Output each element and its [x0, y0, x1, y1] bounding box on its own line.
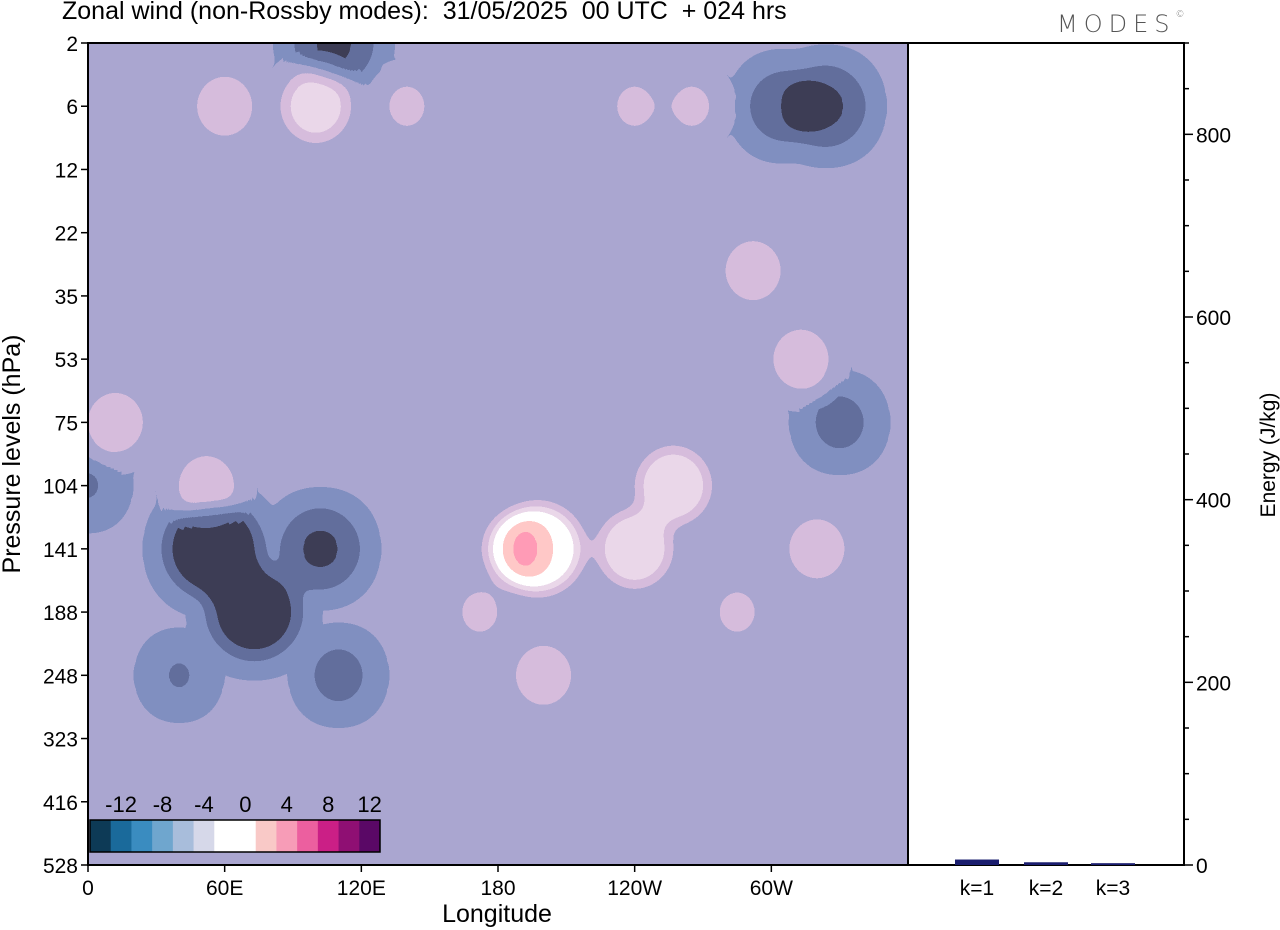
energy-tick-label: 200: [1196, 672, 1231, 695]
wind-anomaly: [308, 643, 369, 708]
x-tick-label: 120E: [337, 877, 386, 900]
energy-bars: k=1 k=2 k=3: [955, 859, 1135, 900]
zonal-wind-field: [88, 43, 908, 865]
logo-mark: ©: [1175, 10, 1185, 20]
wind-anomaly: [513, 643, 574, 708]
wind-anomaly: [88, 457, 114, 514]
energy-category-label: k=2: [1029, 877, 1063, 900]
colorbar-swatch: [90, 820, 112, 852]
wind-anomaly: [153, 647, 205, 704]
colorbar-swatch: [317, 820, 340, 852]
energy-tick-label: 400: [1196, 490, 1231, 513]
y-tick-label: 2: [66, 33, 78, 56]
energy-bar: [1091, 863, 1135, 865]
colorbar-swatch: [276, 820, 298, 852]
colorbar-swatch: [172, 820, 195, 852]
x-tick-label: 120W: [607, 877, 662, 900]
x-tick-label: 0: [82, 877, 94, 900]
y-tick-label: 141: [43, 539, 78, 562]
energy-category-label: k=1: [960, 877, 994, 900]
x-tick-label: 60E: [206, 877, 243, 900]
y-tick-label: 53: [55, 349, 78, 372]
wind-anomaly: [712, 584, 763, 641]
y-tick-label: 22: [55, 223, 78, 246]
colorbar-swatch: [152, 820, 174, 852]
wind-anomaly: [636, 447, 710, 524]
wind-anomaly: [809, 390, 870, 455]
energy-bar: [955, 859, 999, 865]
energy-category-label: k=3: [1096, 877, 1130, 900]
wind-anomaly: [194, 74, 255, 139]
colorbar-frame: [89, 819, 381, 853]
x-tick-label: 180: [480, 877, 515, 900]
chart-title: Zonal wind (non-Rossby modes): 31/05/202…: [62, 0, 787, 25]
energy-axis-label: Energy (J/kg): [1257, 393, 1280, 518]
y-axis-label: Pressure levels (hPa): [0, 335, 26, 574]
y-tick-label: 6: [66, 96, 78, 119]
colorbar: -12 -8 -4 0 4 8 12: [89, 792, 382, 853]
energy-tick-label: 0: [1196, 855, 1208, 878]
colorbar-swatch: [193, 820, 215, 852]
y-tick-label: 248: [43, 665, 78, 688]
pressure-axis: 2 6 12 22 35 53 75 104 141 188 248 323 416 528: [43, 33, 88, 878]
energy-axis: 0 200 400 600 800: [1184, 42, 1231, 878]
energy-frame: [907, 42, 1185, 866]
colorbar-tick-label: 8: [322, 792, 334, 817]
logo-text: MODES: [1057, 10, 1176, 38]
y-tick-label: 188: [43, 602, 78, 625]
wind-anomaly: [281, 508, 360, 589]
wind-anomaly: [208, 566, 300, 659]
colorbar-swatch: [297, 820, 319, 852]
wind-anomaly: [484, 512, 553, 585]
colorbar-swatch: [255, 820, 277, 852]
wind-anomaly: [88, 390, 146, 455]
colorbar-swatch: [131, 820, 153, 852]
colorbar-tick-label: -4: [194, 792, 214, 817]
wind-anomaly: [454, 584, 505, 641]
x-axis-label: Longitude: [442, 900, 552, 928]
y-tick-label: 323: [43, 729, 78, 752]
wind-anomaly: [723, 238, 783, 303]
colorbar-tick-label: 0: [239, 792, 251, 817]
colorbar-tick-label: -8: [153, 792, 173, 817]
wind-anomaly: [598, 510, 672, 587]
y-tick-label: 35: [55, 286, 78, 309]
colorbar-swatch: [235, 820, 257, 852]
wind-anomaly: [176, 453, 237, 518]
longitude-axis: 0 60E 120E 180 120W 60W: [82, 865, 793, 900]
wind-anomaly: [787, 516, 847, 581]
energy-tick-label: 600: [1196, 307, 1231, 330]
wind-anomaly: [771, 327, 831, 392]
colorbar-swatch: [110, 820, 132, 852]
colorbar-swatch: [214, 820, 236, 852]
colorbar-swatch: [359, 820, 381, 852]
wind-anomaly: [281, 70, 351, 143]
wind-anomaly: [381, 78, 433, 135]
y-tick-label: 416: [43, 792, 78, 815]
colorbar-tick-label: 12: [357, 792, 381, 817]
y-tick-label: 75: [55, 412, 78, 435]
colorbar-swatch: [338, 820, 360, 852]
colorbar-tick-label: 4: [281, 792, 293, 817]
wind-anomaly: [748, 70, 818, 143]
y-tick-label: 528: [43, 855, 78, 878]
energy-tick-label: 800: [1196, 124, 1231, 147]
y-tick-label: 104: [43, 476, 78, 499]
y-tick-label: 12: [55, 159, 78, 182]
energy-bar: [1024, 862, 1068, 865]
modes-logo: MODES©: [1057, 10, 1184, 38]
colorbar-tick-label: -12: [105, 792, 137, 817]
x-tick-label: 60W: [750, 877, 793, 900]
wind-anomaly: [609, 78, 660, 135]
wind-anomaly: [666, 78, 717, 135]
